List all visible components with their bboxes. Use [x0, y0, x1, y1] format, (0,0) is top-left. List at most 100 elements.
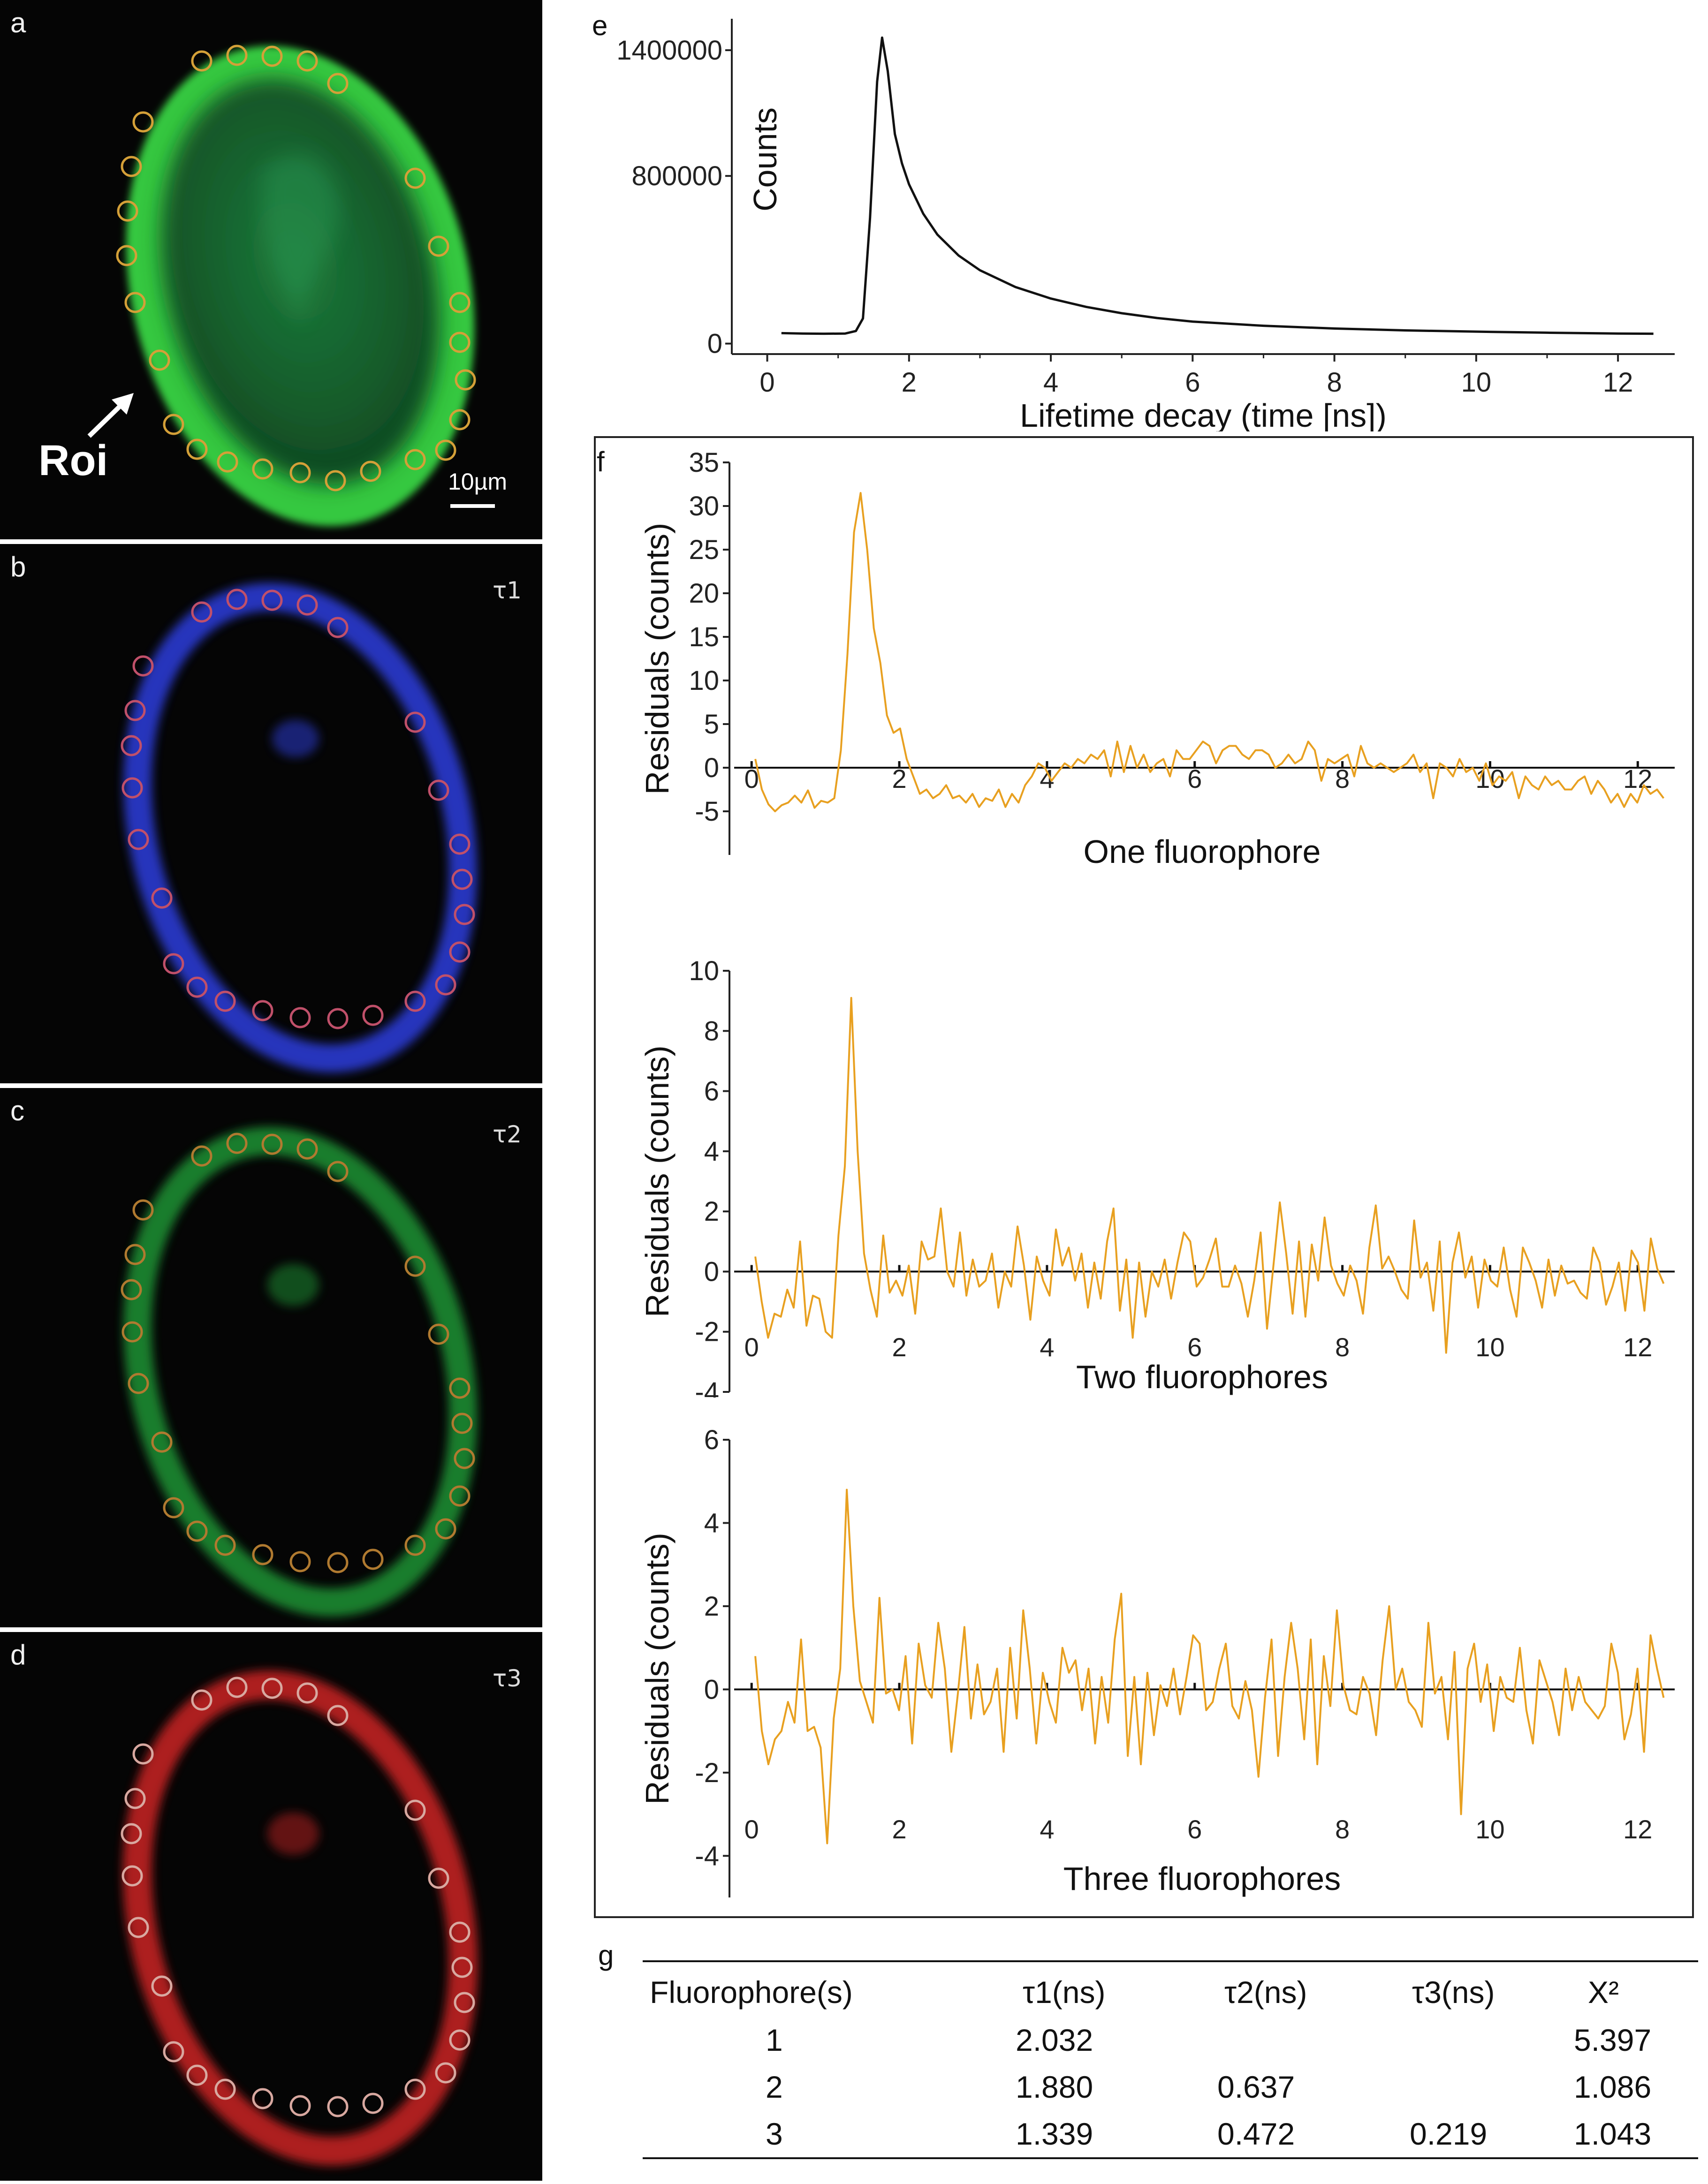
decay-x-tick-label: 10 [1461, 367, 1492, 398]
residual-y-tick-label: 10 [689, 665, 719, 696]
table-header-tau3: τ3(ns) [1412, 1975, 1495, 2010]
table-header-fluorophores: Fluorophore(s) [650, 1975, 853, 2010]
residual-x-tick-label: 4 [1040, 764, 1054, 793]
residual-y-axis-label: Residuals (counts) [639, 1045, 676, 1317]
table-header-tau2: τ2(ns) [1224, 1975, 1307, 2010]
residual-series-line [754, 997, 1665, 1354]
residual-x-tick-label: 4 [1040, 1814, 1054, 1844]
decay-x-tick-label: 8 [1327, 367, 1342, 398]
table-row-1-n: 1 [766, 2023, 783, 2057]
roi-circles-a [116, 45, 476, 491]
panel-d-image: d τ3 [0, 1632, 542, 2181]
panel-a-label: a [10, 7, 26, 38]
tau1-label: τ1 [493, 577, 522, 604]
table-header-tau1: τ1(ns) [1023, 1975, 1106, 2010]
scale-bar-label: 10µm [448, 469, 508, 495]
table-row-3-n: 3 [766, 2116, 783, 2151]
decay-y-tick-label: 800000 [631, 161, 722, 191]
residual-y-tick-label: -4 [695, 1377, 719, 1398]
roi-label: Roi [38, 437, 108, 484]
cell-image-b [121, 583, 477, 1073]
residual-y-axis-label: Residuals (counts) [639, 523, 676, 795]
table-header-chi2: X² [1588, 1975, 1619, 2010]
table-row-2-tau1: 1.880 [1016, 2070, 1093, 2104]
decay-y-tick-label: 0 [707, 329, 722, 359]
table-top-rule [643, 1960, 1698, 1962]
cell-image-c [121, 1127, 477, 1617]
residual-x-tick-label: 12 [1623, 1332, 1652, 1362]
decay-x-axis-label: Lifetime decay (time [ns]) [1020, 397, 1387, 431]
residual-y-tick-label: 5 [704, 709, 719, 740]
decay-chart: 0 2 4 6 8 10 12 0 800000 1400000 Lifetime decay (t… [616, 19, 1675, 431]
residual-y-tick-label: 20 [689, 578, 719, 609]
decay-x-tick-label: 2 [902, 367, 917, 398]
table-bottom-rule [643, 2157, 1698, 2159]
residual-y-tick-label: 4 [704, 1508, 719, 1538]
cell-image-a [87, 45, 495, 527]
residuals-two-chart: -4 -2 0 2 4 6 8 10 0 2 4 6 8 10 12 Two fluorophores Resi… [639, 956, 1675, 1398]
panel-d-label: d [10, 1639, 26, 1670]
table-row-3-chi2: 1.043 [1574, 2116, 1652, 2151]
decay-series-line [781, 36, 1654, 335]
table-row-2-n: 2 [766, 2070, 783, 2104]
residual-y-tick-label: 25 [689, 535, 719, 565]
residual-x-tick-label: 6 [1187, 764, 1202, 793]
panel-e-label: e [592, 10, 608, 41]
residual-y-tick-label: 4 [704, 1136, 719, 1167]
residual-y-tick-label: 8 [704, 1016, 719, 1046]
residual-x-tick-label: 10 [1475, 1332, 1504, 1362]
decay-x-tick-label: 12 [1603, 367, 1633, 398]
residual-x-tick-label: 0 [744, 1814, 759, 1844]
residual-y-tick-label: 10 [689, 956, 719, 986]
panel-g-label: g [598, 1940, 614, 1971]
roi-arrow-icon [87, 393, 134, 438]
residual-x-tick-label: 12 [1623, 1814, 1652, 1844]
residual-y-tick-label: 15 [689, 622, 719, 652]
residual-x-tick-label: 6 [1187, 1332, 1202, 1362]
table-row-3-tau2: 0.472 [1217, 2116, 1295, 2151]
panel-a-image: a Roi 10µm [0, 0, 542, 539]
table-row-2-chi2: 1.086 [1574, 2070, 1652, 2104]
residual-series-line [754, 1489, 1665, 1844]
decay-y-tick-label: 1400000 [616, 35, 722, 66]
residual-y-tick-label: 35 [689, 450, 719, 478]
table-row-3-tau1: 1.339 [1016, 2116, 1093, 2151]
residual-y-tick-label: 30 [689, 491, 719, 521]
residual-y-tick-label: 6 [704, 1426, 719, 1455]
decay-y-axis-label: Counts [747, 107, 783, 212]
residual-y-tick-label: 0 [704, 753, 719, 783]
residual-y-tick-label: 6 [704, 1076, 719, 1107]
residual-y-tick-label: 2 [704, 1196, 719, 1227]
residual-x-axis-label: Three fluorophores [1063, 1860, 1341, 1897]
residual-x-tick-label: 2 [892, 764, 906, 793]
roi-circles-c [121, 1133, 475, 1573]
panel-c-image: c τ2 [0, 1088, 542, 1627]
residual-x-tick-label: 2 [892, 1814, 906, 1844]
roi-circles-b [121, 589, 475, 1029]
residual-y-tick-label: -4 [695, 1841, 719, 1871]
residual-y-tick-label: -2 [695, 1317, 719, 1347]
table-row-1-tau1: 2.032 [1016, 2023, 1093, 2057]
table-row-1-chi2: 5.397 [1574, 2023, 1652, 2057]
residual-series-line [754, 492, 1664, 812]
residual-x-tick-label: 8 [1335, 764, 1350, 793]
cell-image-d [121, 1670, 478, 2166]
residual-x-tick-label: 6 [1187, 1814, 1202, 1844]
residual-y-tick-label: 2 [704, 1591, 719, 1622]
residual-y-axis-label: Residuals (counts) [639, 1533, 676, 1805]
table-row-3-tau3: 0.219 [1410, 2116, 1488, 2151]
residual-y-tick-label: 0 [704, 1674, 719, 1705]
panel-f-label: f [597, 446, 605, 477]
residuals-frame [594, 436, 1694, 1918]
table-row-2-tau2: 0.637 [1217, 2070, 1295, 2104]
residual-y-tick-label: -5 [695, 796, 719, 827]
decay-x-tick-label: 6 [1185, 367, 1200, 398]
scale-bar [450, 504, 495, 508]
residuals-three-chart: -4 -2 0 2 4 6 0 2 4 6 8 10 12 Three fluorophores Resid… [639, 1426, 1675, 1897]
decay-x-tick-label: 0 [759, 367, 774, 398]
residual-x-tick-label: 4 [1040, 1332, 1054, 1362]
roi-circles-d [121, 1677, 475, 2117]
panel-b-image: b τ1 [0, 544, 542, 1083]
panel-c-label: c [10, 1095, 24, 1126]
